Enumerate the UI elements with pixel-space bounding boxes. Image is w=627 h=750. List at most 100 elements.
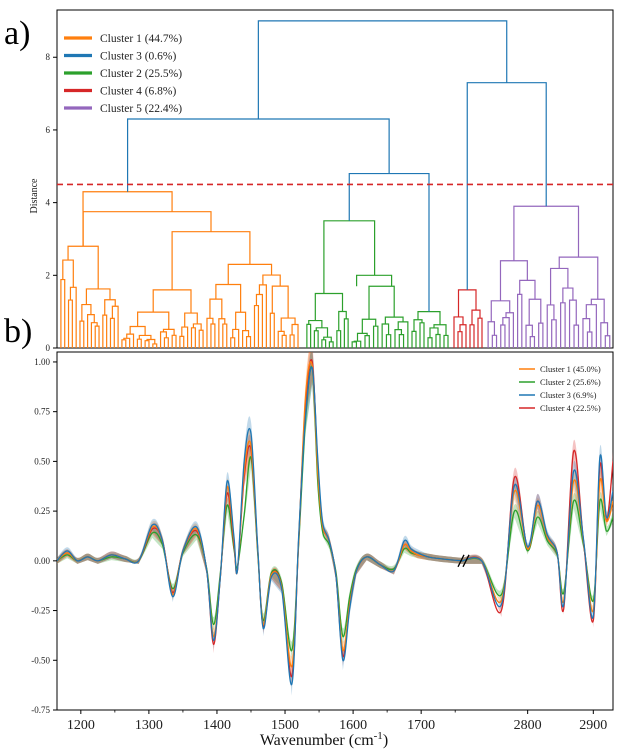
dendrogram-link [551,319,557,348]
dendrogram-link [562,287,574,303]
dendrogram-link [218,318,226,348]
dendrogram-link [253,304,260,348]
dendrogram-link [560,302,566,348]
dendrogram-link [529,336,536,348]
dendrogram-link [500,324,506,348]
dendrogram-link [67,299,73,348]
dendrogram-link [79,320,85,348]
dendrogram-link [60,278,66,348]
dendrogram-link [558,256,599,300]
dendrogram-link [209,298,223,319]
spectra-x-axis-label: Wavenumber (cm-1) [260,730,388,749]
dendrogram-link [152,289,192,314]
dendrogram-link [144,340,150,348]
dendrogram-link [258,284,267,348]
dendrogram-link [262,274,281,287]
dendrogram-link [85,288,111,305]
dendrogram-link [429,327,439,338]
dendrogram-link [385,334,392,348]
spectra-legend: Cluster 1 (45.0%) Cluster 2 (25.6%) Cluste… [519,364,601,413]
x-tick-label: 1300 [135,718,163,733]
dendrogram-link [459,324,467,348]
dendrogram-link [94,325,100,348]
dendrogram-link [123,337,131,348]
panel-b-label: b) [4,313,32,350]
dendrogram-link [82,191,173,247]
dendrogram-link [181,326,189,348]
x-tick-label: 1700 [407,718,435,733]
dendrogram-link [433,324,447,336]
dendrogram-y-axis-label: Distance [29,178,40,214]
dendrogram-link [67,245,99,289]
dendrogram-link [457,289,477,317]
dendrogram-link [232,328,240,348]
legend-label: Cluster 3 (0.6%) [100,51,177,63]
y-tick-label: 2 [46,270,51,280]
y-tick-label: 0 [46,343,51,353]
dendrogram-link [315,327,329,338]
dendrogram-link [364,335,370,348]
legend-label: Cluster 2 (25.5%) [100,68,182,80]
y-tick-label: 0.75 [34,407,50,417]
dendrogram-plot [60,20,611,348]
dendrogram-link [328,341,334,348]
dendrogram-link [372,325,379,348]
x-axis-label-main: Wavenumber (cm [260,732,374,749]
dendrogram-link [502,317,510,348]
spectra-plot [57,352,613,696]
dendrogram-link [190,327,196,348]
series-line [57,359,613,677]
dendrogram-link [513,205,580,261]
dendrogram-link [368,285,395,320]
dendrogram-link [277,330,285,348]
spectra-y-axis: -0.75 -0.50 -0.25 0.00 0.25 0.50 0.75 1.00 [31,357,57,715]
dendrogram-link [568,299,577,348]
y-tick-label: -0.75 [31,705,50,715]
dendrogram-link [353,340,362,348]
dendrogram-link [242,330,250,348]
dendrogram-frame [56,9,614,349]
series-line [57,366,613,685]
dendrogram-link [549,267,569,305]
dendrogram-link [538,322,544,348]
dendrogram-link [336,330,342,348]
dendrogram-link [381,323,390,348]
legend-label: Cluster 4 (22.5%) [540,403,601,413]
legend-label: Cluster 3 (6.9%) [540,390,597,400]
dendrogram-link [126,118,390,192]
dendrogram-link [528,298,542,326]
dendrogram-link [81,303,92,322]
series-line [57,365,613,652]
dendrogram-link [604,335,611,348]
series-band [57,352,613,660]
x-tick-label: 1500 [271,718,299,733]
dendrogram-link [111,305,119,348]
dendrogram-link [152,343,158,348]
dendrogram-link [90,322,98,348]
dendrogram-link [517,293,523,348]
dendrogram-link [198,329,204,348]
y-tick-label: 4 [46,198,51,208]
dendrogram-link [159,331,167,348]
dendrogram-link [356,332,368,342]
dendrogram-link [477,317,483,348]
dendrogram-link [313,330,319,348]
dendrogram-link [487,321,496,348]
dendrogram-link [413,319,423,332]
legend-label: Cluster 2 (25.6%) [540,377,601,387]
dendrogram-link [230,337,236,348]
dendrogram-link [586,331,593,348]
x-tick-label: 1200 [67,718,95,733]
dendrogram-link [356,274,393,287]
dendrogram-link [126,333,135,348]
dendrogram-link [490,300,511,322]
dendrogram-link [394,329,403,348]
dendrogram-link [109,317,115,348]
dendrogram-link [162,328,175,336]
y-tick-label: 0.50 [34,456,50,466]
dendrogram-link [206,317,214,348]
dendrogram-link [457,331,463,348]
dendrogram-link [82,211,212,247]
dendrogram-link [361,318,377,334]
